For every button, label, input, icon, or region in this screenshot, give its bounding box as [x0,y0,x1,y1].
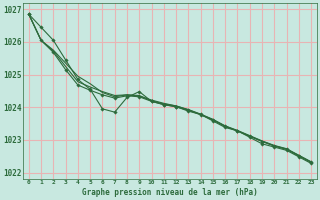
X-axis label: Graphe pression niveau de la mer (hPa): Graphe pression niveau de la mer (hPa) [82,188,258,197]
